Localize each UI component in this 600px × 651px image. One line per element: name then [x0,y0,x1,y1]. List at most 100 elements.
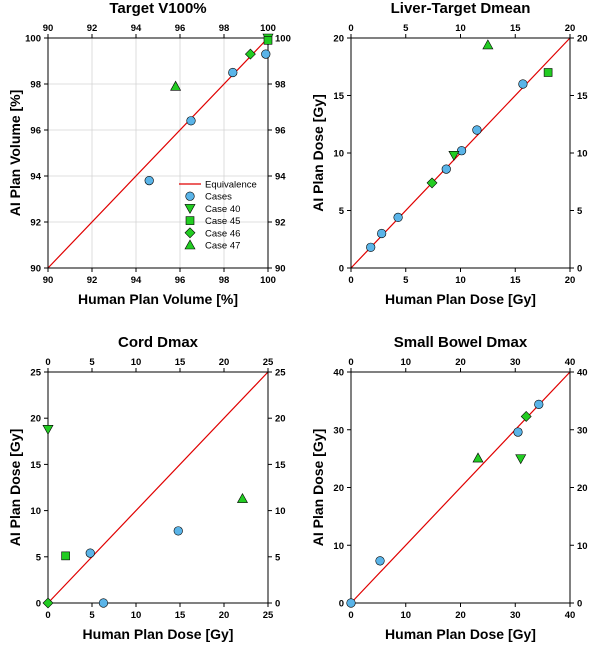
y-tick-label: 0 [36,599,41,610]
y-tick-label-right: 96 [275,126,286,137]
legend-label: Case 40 [205,204,240,215]
data-point [472,125,482,135]
legend-marker [185,191,195,201]
chart-title: Liver-Target Dmean [391,0,531,17]
data-point [543,68,553,77]
x-tick-label-top: 40 [565,357,576,368]
x-tick-label: 20 [219,610,230,621]
data-point [513,427,523,437]
x-tick-label-top: 96 [175,23,186,34]
x-tick-label-top: 20 [219,357,230,368]
y-tick-label-right: 40 [577,368,588,379]
x-tick-label: 94 [131,275,142,286]
y-tick-label: 30 [333,425,344,436]
y-tick-label-right: 10 [275,506,286,517]
y-tick-label: 98 [30,80,41,91]
legend-marker [184,227,196,239]
x-tick-label: 0 [45,610,50,621]
x-tick-label: 5 [403,275,409,286]
x-tick-label: 15 [510,275,521,286]
data-point [482,39,494,50]
data-point [346,598,356,608]
x-axis-label: Human Plan Dose [Gy] [83,626,234,642]
legend-label: Case 46 [205,228,240,239]
data-point [518,79,528,89]
x-tick-label: 40 [565,610,576,621]
data-point [534,399,544,409]
x-tick-label-top: 10 [131,357,142,368]
y-tick-label: 90 [30,264,41,275]
x-tick-label-top: 90 [43,23,54,34]
y-tick-label: 40 [333,368,344,379]
y-tick-label: 5 [36,552,42,563]
y-tick-label-right: 15 [275,460,286,471]
chart-title: Small Bowel Dmax [394,334,528,351]
x-tick-label-top: 0 [348,23,353,34]
data-point [393,212,403,222]
x-axis-label: Human Plan Dose [Gy] [385,626,536,642]
x-tick-label: 96 [175,275,186,286]
x-tick-label: 25 [263,610,274,621]
data-point [42,424,54,435]
y-axis-label: AI Plan Dose [Gy] [310,94,326,211]
y-tick-label-right: 94 [275,172,286,183]
y-tick-label-right: 10 [577,541,588,552]
data-point [456,146,467,156]
y-tick-label: 25 [30,368,41,379]
y-tick-label: 0 [339,264,344,275]
equivalence-line [350,371,571,604]
y-tick-label-right: 30 [577,425,588,436]
y-tick-label-right: 5 [577,206,583,217]
x-tick-label: 15 [175,610,186,621]
y-tick-label: 20 [333,34,344,45]
x-tick-label-top: 20 [565,23,576,34]
x-tick-label-top: 15 [175,357,186,368]
data-point [186,116,196,126]
data-point [448,151,460,161]
y-tick-label: 20 [333,483,344,494]
x-tick-label-top: 10 [400,357,411,368]
data-point [42,597,54,609]
y-tick-label: 96 [30,126,41,137]
legend-marker [184,204,196,215]
data-point [377,228,387,239]
data-point [61,551,70,561]
chart-title: Cord Dmax [118,334,199,351]
data-point [441,164,451,174]
data-point [375,556,385,566]
x-tick-label: 10 [455,275,466,286]
x-tick-label-top: 25 [263,357,274,368]
legend-marker [185,216,195,225]
x-tick-label-top: 30 [510,357,521,368]
data-point [85,548,95,558]
x-tick-label: 5 [89,610,95,621]
x-tick-label-top: 94 [131,23,142,34]
y-tick-label-right: 20 [275,414,286,425]
x-tick-label-top: 100 [260,23,276,34]
x-tick-label: 92 [87,275,98,286]
x-tick-label: 30 [510,610,521,621]
data-point [472,452,484,463]
y-tick-label: 15 [333,91,344,102]
x-tick-label-top: 92 [87,23,98,34]
x-axis-label: Human Plan Volume [%] [78,291,238,307]
y-axis-label: AI Plan Volume [%] [7,90,23,217]
y-axis-label: AI Plan Dose [Gy] [7,429,23,546]
y-tick-label: 0 [339,599,344,610]
y-tick-label: 5 [339,206,345,217]
data-point [520,411,532,422]
data-point [426,177,438,189]
data-point [170,80,182,91]
legend-label: Equivalence [205,180,257,191]
data-point [173,526,183,536]
y-tick-label-right: 98 [275,80,286,91]
plot-frame [47,371,269,604]
data-point [366,242,376,252]
legend-label: Case 45 [205,216,240,227]
data-point [261,49,271,59]
